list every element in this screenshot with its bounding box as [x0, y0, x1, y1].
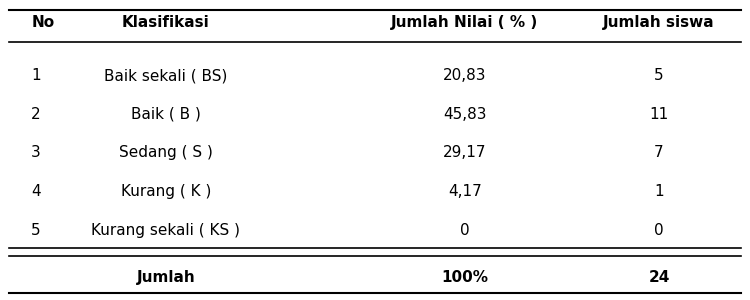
- Text: 5: 5: [32, 223, 41, 238]
- Text: 5: 5: [654, 68, 664, 83]
- Text: Sedang ( S ): Sedang ( S ): [118, 146, 213, 160]
- Text: 4: 4: [32, 184, 41, 199]
- Text: 29,17: 29,17: [443, 146, 487, 160]
- Text: Jumlah Nilai ( % ): Jumlah Nilai ( % ): [391, 15, 538, 30]
- Text: 45,83: 45,83: [443, 107, 487, 122]
- Text: Klasifikasi: Klasifikasi: [122, 15, 210, 30]
- Text: 7: 7: [654, 146, 664, 160]
- Text: Kurang sekali ( KS ): Kurang sekali ( KS ): [92, 223, 240, 238]
- Text: Baik ( B ): Baik ( B ): [130, 107, 201, 122]
- Text: 1: 1: [32, 68, 41, 83]
- Text: 4,17: 4,17: [448, 184, 482, 199]
- Text: Kurang ( K ): Kurang ( K ): [121, 184, 211, 199]
- Text: 20,83: 20,83: [443, 68, 487, 83]
- Text: Baik sekali ( BS): Baik sekali ( BS): [104, 68, 227, 83]
- Text: 0: 0: [654, 223, 664, 238]
- Text: 3: 3: [32, 146, 41, 160]
- Text: Jumlah siswa: Jumlah siswa: [603, 15, 715, 30]
- Text: 0: 0: [460, 223, 470, 238]
- Text: 24: 24: [648, 270, 670, 285]
- Text: 11: 11: [650, 107, 668, 122]
- Text: Jumlah: Jumlah: [136, 270, 195, 285]
- Text: 2: 2: [32, 107, 41, 122]
- Text: 1: 1: [654, 184, 664, 199]
- Text: 100%: 100%: [441, 270, 488, 285]
- Text: No: No: [32, 15, 55, 30]
